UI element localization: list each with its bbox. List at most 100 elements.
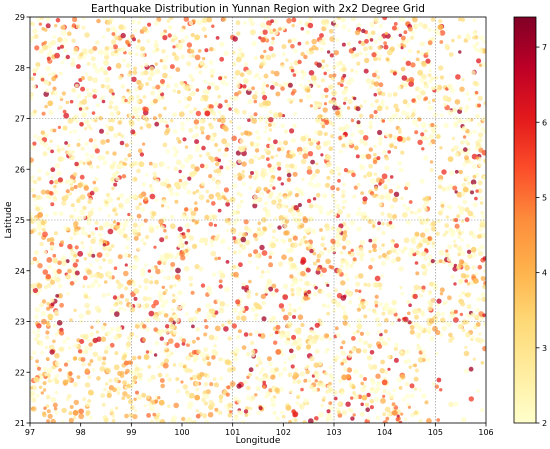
scatter-texture-dot [184,215,189,220]
scatter-texture-dot [180,38,185,44]
scatter-texture-dot [43,285,48,290]
scatter-texture-dot [205,189,210,194]
scatter-texture-dot [214,256,219,261]
scatter-texture-dot [280,182,284,186]
scatter-texture-dot [93,138,97,143]
scatter-texture-dot [475,322,481,327]
scatter-texture-dot [373,152,377,157]
scatter-texture-dot [143,106,149,113]
scatter-texture-dot [117,75,123,80]
scatter-texture-dot [369,350,375,355]
scatter-texture-dot [122,308,127,312]
scatter-texture-dot [31,84,37,89]
scatter-texture-dot [360,214,367,221]
scatter-texture-dot [109,308,115,314]
scatter-texture-dot [134,364,138,368]
scatter-texture-dot [416,94,422,100]
scatter-texture-dot [54,179,59,185]
scatter-texture-dot [152,98,158,104]
scatter-texture-dot [255,129,260,135]
scatter-texture-dot [218,307,225,314]
scatter-texture-dot [290,44,295,49]
scatter-texture-dot [172,34,177,39]
scatter-texture-dot [194,381,200,387]
scatter-texture-dot [406,359,411,363]
scatter-texture-dot [309,356,315,362]
scatter-texture-dot [30,162,33,167]
scatter-texture-dot [262,376,267,380]
scatter-texture-dot [325,154,332,161]
scatter-texture-dot [392,388,397,393]
scatter-texture-dot [420,263,427,270]
scatter-texture-dot [268,117,274,123]
scatter-texture-dot [214,236,219,241]
scatter-texture-dot [299,404,305,410]
scatter-texture-dot [32,68,38,74]
scatter-texture-dot [356,120,361,125]
scatter-texture-dot [326,311,330,316]
scatter-texture-dot [164,288,168,293]
scatter-texture-dot [139,206,145,212]
scatter-texture-dot [96,165,100,169]
scatter-texture-dot [325,226,331,232]
scatter-texture-dot [261,300,266,306]
scatter-texture-dot [100,393,106,398]
scatter-texture-dot [155,417,161,423]
scatter-texture-dot [429,336,435,342]
scatter-texture-dot [420,122,427,128]
scatter-texture-dot [378,302,384,307]
scatter-texture-dot [341,89,347,96]
scatter-texture-dot [287,238,293,243]
scatter-texture-dot [184,145,189,149]
scatter-texture-dot [157,396,161,400]
scatter-texture-dot [365,407,371,413]
scatter-texture-dot [167,25,173,30]
scatter-texture-dot [329,53,334,58]
x-tick-label: 106 [478,428,493,437]
scatter-texture-dot [218,357,223,362]
scatter-texture-dot [420,232,426,238]
scatter-texture-dot [427,305,433,312]
scatter-texture-dot [73,208,77,212]
scatter-texture-dot [314,286,318,290]
scatter-texture-dot [54,410,59,415]
scatter-texture-dot [477,180,483,186]
scatter-texture-dot [90,56,96,62]
scatter-texture-dot [150,419,154,423]
scatter-texture-dot [344,199,348,203]
scatter-texture-dot [64,141,68,145]
scatter-texture-dot [315,144,322,150]
scatter-texture-dot [350,132,355,137]
scatter-texture-dot [100,325,106,331]
scatter-texture-dot [208,60,214,65]
scatter-texture-dot [239,138,245,144]
scatter-texture-dot [394,342,399,348]
scatter-texture-dot [236,210,240,215]
scatter-texture-dot [143,285,149,291]
scatter-texture-dot [383,184,388,189]
scatter-texture-dot [381,119,386,123]
scatter-texture-dot [231,183,237,189]
scatter-texture-dot [269,28,273,33]
scatter-texture-dot [79,122,84,127]
scatter-texture-dot [85,157,91,163]
scatter-texture-dot [451,38,455,43]
scatter-texture-dot [137,20,141,25]
scatter-texture-dot [427,105,434,111]
scatter-texture-dot [157,291,162,295]
scatter-texture-dot [316,62,322,68]
scatter-point [143,354,150,360]
scatter-texture-dot [425,58,431,64]
scatter-texture-dot [370,79,375,84]
scatter-texture-dot [106,292,111,297]
scatter-point [417,69,424,76]
scatter-texture-dot [177,139,182,144]
scatter-texture-dot [223,50,229,57]
scatter-texture-dot [101,99,106,104]
scatter-texture-dot [382,394,386,398]
scatter-texture-dot [174,274,181,280]
scatter-point [138,161,145,168]
scatter-texture-dot [160,302,166,308]
scatter-texture-dot [297,59,302,65]
scatter-texture-dot [418,418,423,423]
